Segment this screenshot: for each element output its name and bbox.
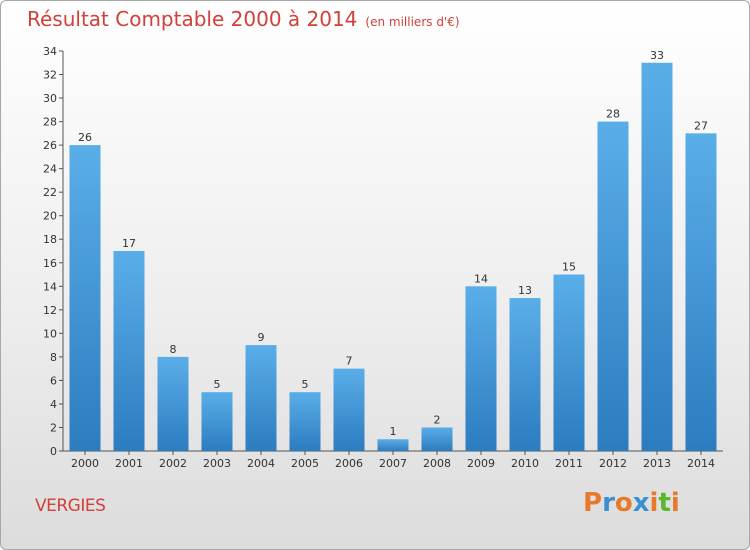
bar-2007 xyxy=(377,439,409,451)
proxiti-logo: Proxiti xyxy=(583,488,680,518)
bar-2003 xyxy=(201,392,233,451)
x-tick-label: 2010 xyxy=(511,457,539,470)
bar-2001 xyxy=(113,251,145,451)
commune-name: VERGIES xyxy=(35,496,106,516)
y-tick-label: 28 xyxy=(43,116,57,129)
data-label: 1 xyxy=(390,425,397,438)
bar-2011 xyxy=(553,274,585,451)
logo-letter: t xyxy=(658,488,671,518)
data-label: 13 xyxy=(518,284,532,297)
bar-2014 xyxy=(685,133,717,451)
bar-2013 xyxy=(641,62,673,451)
y-tick-label: 14 xyxy=(43,280,57,293)
data-label: 5 xyxy=(214,378,221,391)
bar-2012 xyxy=(597,121,629,452)
data-label: 8 xyxy=(170,343,177,356)
logo-letter: o xyxy=(614,488,633,518)
x-tick-label: 2014 xyxy=(687,457,715,470)
data-label: 17 xyxy=(122,237,136,250)
chart-subtitle: (en milliers d'€) xyxy=(365,15,460,29)
data-label: 14 xyxy=(474,272,488,285)
chart-title: Résultat Comptable 2000 à 2014 (en millie… xyxy=(27,7,460,31)
bar-2008 xyxy=(421,427,453,451)
x-tick-label: 2006 xyxy=(335,457,363,470)
x-tick-label: 2008 xyxy=(423,457,451,470)
y-tick-label: 30 xyxy=(43,92,57,105)
data-label: 2 xyxy=(434,413,441,426)
logo-letter: i xyxy=(649,488,659,518)
y-tick-label: 4 xyxy=(50,398,57,411)
y-tick-label: 2 xyxy=(50,421,57,434)
logo-letter: r xyxy=(602,488,615,518)
data-label: 9 xyxy=(258,331,265,344)
logo-letter: x xyxy=(632,488,650,518)
x-tick-label: 2009 xyxy=(467,457,495,470)
y-tick-label: 24 xyxy=(43,163,57,176)
data-label: 28 xyxy=(606,108,620,121)
bar-2002 xyxy=(157,356,189,451)
bar-2009 xyxy=(465,286,497,451)
logo-letter: i xyxy=(670,488,680,518)
x-tick-label: 2002 xyxy=(159,457,187,470)
x-tick-label: 2013 xyxy=(643,457,671,470)
data-label: 7 xyxy=(346,355,353,368)
bar-2000 xyxy=(69,145,101,451)
y-tick-label: 10 xyxy=(43,327,57,340)
x-tick-label: 2005 xyxy=(291,457,319,470)
y-tick-label: 32 xyxy=(43,69,57,82)
y-tick-label: 26 xyxy=(43,139,57,152)
x-tick-label: 2004 xyxy=(247,457,275,470)
x-tick-label: 2012 xyxy=(599,457,627,470)
x-tick-label: 2001 xyxy=(115,457,143,470)
y-tick-label: 0 xyxy=(50,445,57,458)
x-tick-label: 2011 xyxy=(555,457,583,470)
y-tick-label: 16 xyxy=(43,257,57,270)
data-label: 33 xyxy=(650,49,664,62)
data-label: 5 xyxy=(302,378,309,391)
y-tick-label: 34 xyxy=(43,45,57,58)
data-label: 26 xyxy=(78,131,92,144)
y-tick-label: 6 xyxy=(50,374,57,387)
data-label: 15 xyxy=(562,261,576,274)
y-tick-label: 22 xyxy=(43,186,57,199)
y-tick-label: 18 xyxy=(43,233,57,246)
x-tick-label: 2003 xyxy=(203,457,231,470)
y-tick-label: 12 xyxy=(43,304,57,317)
data-label: 27 xyxy=(694,119,708,132)
x-tick-label: 2007 xyxy=(379,457,407,470)
x-tick-label: 2000 xyxy=(71,457,99,470)
y-tick-label: 20 xyxy=(43,210,57,223)
chart-title-text: Résultat Comptable 2000 à 2014 xyxy=(27,7,358,31)
logo-letter: P xyxy=(583,488,603,518)
bar-2004 xyxy=(245,345,277,451)
y-tick-label: 8 xyxy=(50,351,57,364)
bar-2005 xyxy=(289,392,321,451)
bar-2006 xyxy=(333,368,365,451)
bar-2010 xyxy=(509,298,541,451)
